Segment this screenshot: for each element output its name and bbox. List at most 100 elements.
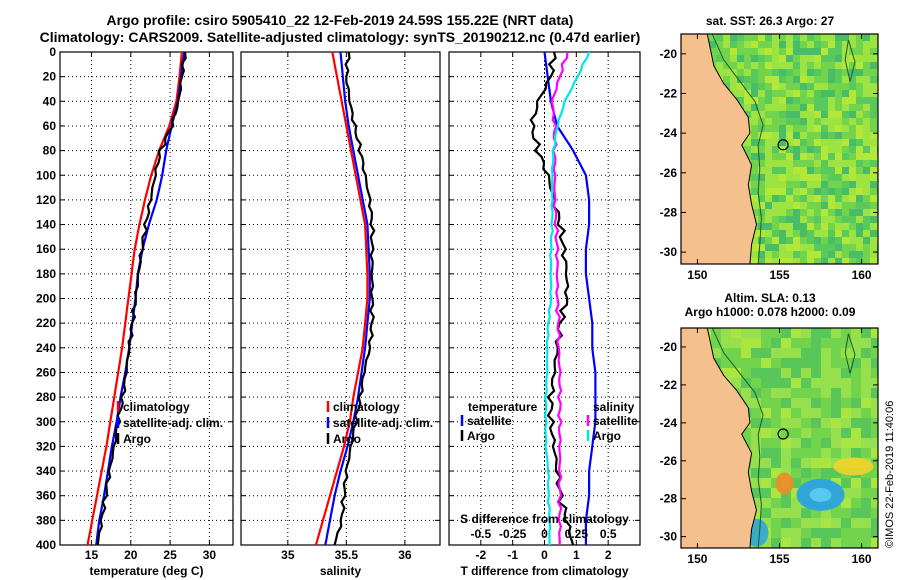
x-tick-label: 15 — [85, 548, 99, 562]
y-tick-label: 340 — [36, 464, 56, 478]
imos-watermark: ©IMOS 22-Feb-2019 11:40:06 — [884, 401, 896, 548]
legend-left-title: temperature — [468, 400, 538, 414]
lon-tick-label: 155 — [769, 552, 789, 566]
y-tick-label: 120 — [36, 193, 56, 207]
land-mass — [681, 328, 758, 548]
temperature-argo-line — [529, 51, 575, 546]
x2-tick-label: -0.25 — [499, 527, 527, 541]
x-tick-label: 35.5 — [335, 548, 359, 562]
sst-map-title: sat. SST: 26.3 Argo: 27 — [706, 14, 835, 28]
salinity-satellite-line — [550, 51, 569, 546]
x-tick-label: 36 — [398, 548, 412, 562]
lat-tick-label: -22 — [660, 378, 678, 392]
y-tick-label: 180 — [36, 267, 56, 281]
x-tick-label: 1 — [573, 548, 580, 562]
y-tick-label: 40 — [43, 94, 57, 108]
x-tick-label: 25 — [163, 548, 177, 562]
sla-map-title-line2: Argo h1000: 0.078 h2000: 0.09 — [685, 305, 856, 319]
sla-map: -20 -22 -24 -26 -28 -30 150 155 160 — [660, 327, 879, 566]
x2-tick-label: 0.5 — [600, 527, 617, 541]
temperature-series-0 — [86, 51, 183, 546]
sla-map-title-line1: Altim. SLA: 0.13 — [724, 291, 816, 305]
axes-frame — [59, 51, 234, 546]
x-tick-label: -2 — [475, 548, 486, 562]
lon-tick-label: 150 — [687, 268, 707, 282]
y-tick-label: 100 — [36, 168, 56, 182]
y-tick-label: 360 — [36, 489, 56, 503]
salinity-panel: 35 35.5 36 salinity climatology satellite-adj… — [240, 51, 441, 578]
lat-tick-label: -26 — [660, 454, 678, 468]
lat-tick-label: -24 — [660, 126, 678, 140]
lat-tick-label: -26 — [660, 166, 678, 180]
sst-map-field — [681, 34, 878, 264]
y-tick-label: 0 — [49, 45, 56, 59]
y-tick-label: 320 — [36, 439, 56, 453]
y-tick-label: 60 — [43, 119, 57, 133]
lon-tick-label: 160 — [852, 552, 872, 566]
land-mass — [681, 34, 758, 264]
x-tick-label: 0 — [541, 548, 548, 562]
y-tick-label: 160 — [36, 242, 56, 256]
legend-entry-label: climatology — [333, 400, 400, 414]
argo-position-marker — [777, 428, 789, 440]
sst-map: -20 -22 -24 -26 -28 -30 150 155 160 — [660, 33, 879, 282]
lat-tick-label: -24 — [660, 416, 678, 430]
legend-entry-label: satellite-adj. clim. — [333, 416, 433, 430]
lat-tick-label: -20 — [660, 47, 678, 61]
y-tick-label: 240 — [36, 341, 56, 355]
salinity-series-0 — [314, 51, 369, 546]
sla-warm-band — [833, 457, 874, 476]
sla-cold-eddy-core — [809, 487, 832, 502]
y-tick-label: 260 — [36, 365, 56, 379]
legend-temperature-satellite-label: satellite — [467, 414, 512, 428]
y-tick-label: 80 — [43, 144, 57, 158]
legend-entry-label: satellite-adj. clim. — [123, 416, 223, 430]
temperature-series-2 — [96, 51, 187, 546]
x-tick-label: -1 — [507, 548, 518, 562]
lat-tick-label: -28 — [660, 492, 678, 506]
shelf-contour — [711, 328, 764, 548]
lon-tick-label: 155 — [769, 268, 789, 282]
x2-tick-label: -0.5 — [470, 527, 491, 541]
profile-panels: 0204060801001201401601802002202402602803… — [36, 45, 641, 578]
y-tick-label: 280 — [36, 390, 56, 404]
x-axis-label: salinity — [320, 564, 362, 578]
y-tick-label: 200 — [36, 292, 56, 306]
legend-salinity-argo-label: Argo — [593, 429, 621, 443]
legend-entry-label: Argo — [123, 432, 151, 446]
salinity-series-1 — [324, 51, 371, 546]
reef-contour — [844, 333, 856, 374]
legend-right-title: salinity — [593, 400, 635, 414]
lat-tick-label: -22 — [660, 86, 678, 100]
lon-tick-label: 150 — [687, 552, 707, 566]
temperature-panel: 0 20 40 60 80 100 120 140 160 180 200 220 240 260 280 3… — [36, 45, 234, 578]
figure-title-line1: Argo profile: csiro 5905410_22 12-Feb-20… — [107, 12, 574, 28]
shelf-contour — [711, 34, 764, 264]
legend-entry-label: climatology — [123, 400, 190, 414]
sla-warm-eddy — [775, 472, 794, 495]
x-axis-label: temperature (deg C) — [89, 564, 203, 578]
salinity-argo-line — [543, 51, 591, 546]
lon-tick-label: 160 — [852, 268, 872, 282]
lat-tick-label: -30 — [660, 245, 678, 259]
salinity-series-2 — [333, 51, 376, 546]
y-tick-label: 220 — [36, 316, 56, 330]
legend-entry-label: Argo — [333, 432, 361, 446]
y-tick-label: 20 — [43, 70, 57, 84]
figure-title-line2: Climatology: CARS2009. Satellite-adjuste… — [40, 29, 641, 45]
legend-temperature-argo-label: Argo — [467, 429, 495, 443]
y-tick-label: 140 — [36, 218, 56, 232]
reef-contour — [844, 39, 856, 82]
y-tick-label: 400 — [36, 538, 56, 552]
lat-tick-label: -30 — [660, 530, 678, 544]
temperature-satellite-line — [543, 51, 597, 545]
x-axis-label: T difference from climatology — [460, 564, 628, 578]
y-tick-label: 300 — [36, 415, 56, 429]
argo-position-marker — [777, 139, 789, 151]
x2-tick-label: 0.25 — [565, 527, 589, 541]
lat-tick-label: -20 — [660, 340, 678, 354]
x2-axis-label: S difference from climatology — [460, 512, 629, 526]
y-tick-label: 380 — [36, 513, 56, 527]
x-tick-label: 2 — [605, 548, 612, 562]
